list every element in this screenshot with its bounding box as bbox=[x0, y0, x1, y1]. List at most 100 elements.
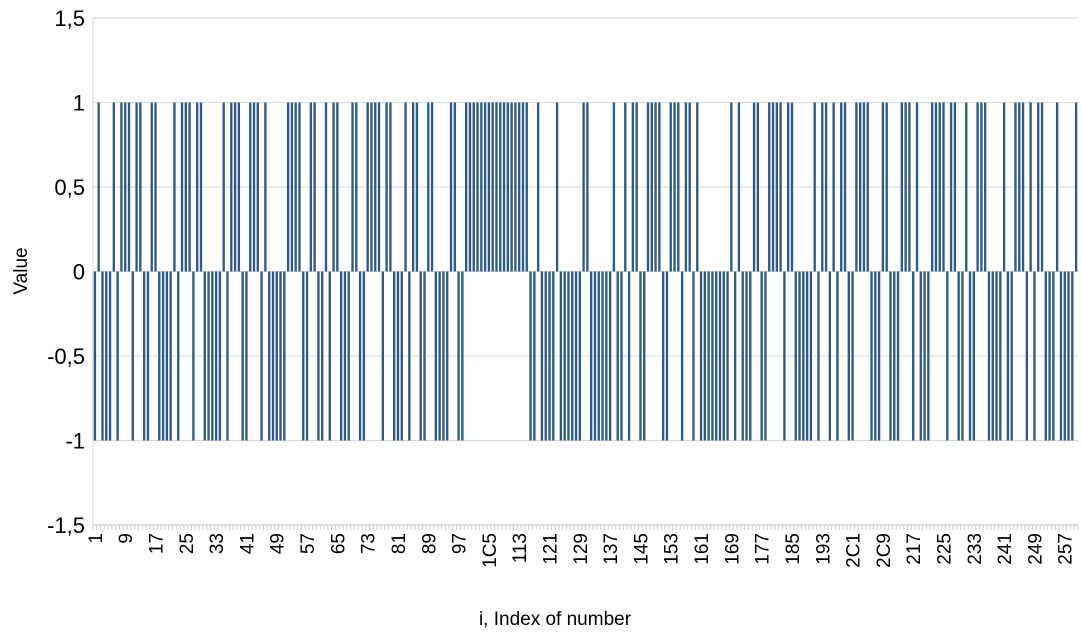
bar bbox=[275, 271, 278, 441]
bar bbox=[211, 271, 214, 441]
bar bbox=[832, 102, 835, 272]
bar bbox=[510, 102, 513, 272]
bar bbox=[127, 102, 131, 272]
bar bbox=[571, 271, 574, 441]
bar bbox=[343, 271, 347, 441]
bar bbox=[351, 102, 354, 272]
bar bbox=[199, 102, 203, 272]
bar bbox=[616, 271, 619, 441]
bar bbox=[1044, 271, 1047, 441]
bar bbox=[305, 271, 309, 441]
bar bbox=[866, 102, 869, 272]
bar bbox=[718, 271, 722, 441]
bar bbox=[317, 271, 320, 441]
bar bbox=[885, 102, 888, 272]
bar bbox=[124, 102, 127, 272]
bar bbox=[271, 271, 275, 441]
bar bbox=[555, 102, 559, 272]
bar bbox=[847, 271, 850, 441]
bar bbox=[775, 102, 778, 272]
bar bbox=[1067, 271, 1070, 441]
bar bbox=[737, 102, 741, 272]
bar bbox=[870, 271, 873, 441]
bar bbox=[908, 102, 911, 272]
x-tick-label: 161 bbox=[692, 533, 713, 565]
bar bbox=[427, 102, 430, 272]
bar bbox=[135, 102, 138, 272]
bar bbox=[150, 102, 153, 272]
bar bbox=[449, 102, 453, 272]
bar bbox=[252, 102, 256, 272]
bar bbox=[196, 102, 199, 272]
bar bbox=[749, 271, 752, 441]
bar bbox=[722, 271, 725, 441]
bar bbox=[480, 102, 483, 272]
bar bbox=[544, 271, 547, 441]
bar bbox=[548, 271, 551, 441]
bar bbox=[794, 271, 797, 441]
x-tick-label: 73 bbox=[359, 533, 380, 554]
bar bbox=[862, 102, 866, 272]
bar bbox=[673, 102, 676, 272]
bar bbox=[453, 102, 456, 272]
bar bbox=[972, 271, 975, 441]
bar bbox=[525, 102, 528, 272]
bar bbox=[707, 271, 710, 441]
bar bbox=[726, 271, 729, 441]
bar bbox=[438, 271, 441, 441]
x-tick-label: 257 bbox=[1056, 533, 1077, 565]
bar bbox=[733, 271, 737, 441]
bar bbox=[139, 102, 142, 272]
x-tick-label: 25 bbox=[177, 533, 198, 554]
bar bbox=[1063, 271, 1066, 441]
x-tick-label: 1C5 bbox=[480, 533, 501, 568]
bar bbox=[756, 102, 760, 272]
bar bbox=[851, 271, 854, 441]
bar bbox=[1059, 271, 1063, 441]
bar bbox=[904, 102, 907, 272]
bar bbox=[741, 271, 744, 441]
bar bbox=[680, 271, 684, 441]
bar bbox=[627, 271, 631, 441]
bar bbox=[483, 102, 487, 272]
bar bbox=[915, 102, 919, 272]
x-tick-label: 153 bbox=[662, 533, 683, 565]
bar bbox=[203, 271, 206, 441]
bar bbox=[1029, 102, 1032, 272]
bar bbox=[279, 271, 282, 441]
bar bbox=[377, 102, 381, 272]
bar bbox=[661, 271, 665, 441]
bar bbox=[1037, 102, 1040, 272]
bar bbox=[165, 271, 169, 441]
x-tick-label: 177 bbox=[753, 533, 774, 565]
bar bbox=[597, 271, 600, 441]
bar bbox=[711, 271, 714, 441]
bar bbox=[658, 102, 661, 272]
bar bbox=[802, 271, 805, 441]
bar bbox=[578, 271, 581, 441]
bar bbox=[502, 102, 506, 272]
x-tick-label: 121 bbox=[541, 533, 562, 565]
bar bbox=[980, 102, 983, 272]
bar bbox=[366, 102, 369, 272]
x-tick-label: 81 bbox=[389, 533, 410, 554]
bar bbox=[984, 102, 987, 272]
bar bbox=[1048, 271, 1051, 441]
bar bbox=[423, 271, 426, 441]
bar bbox=[987, 271, 991, 441]
bar bbox=[457, 271, 460, 441]
bar bbox=[828, 271, 832, 441]
bar bbox=[336, 102, 339, 272]
bar bbox=[396, 271, 400, 441]
bar bbox=[1018, 102, 1021, 272]
x-tick-label: 41 bbox=[237, 533, 258, 554]
bar bbox=[180, 102, 184, 272]
bar bbox=[446, 271, 449, 441]
bar bbox=[408, 271, 411, 441]
bar bbox=[1025, 271, 1029, 441]
bar bbox=[142, 271, 146, 441]
bar bbox=[764, 271, 767, 441]
bar bbox=[953, 102, 957, 272]
bar bbox=[514, 102, 517, 272]
bar bbox=[991, 271, 994, 441]
